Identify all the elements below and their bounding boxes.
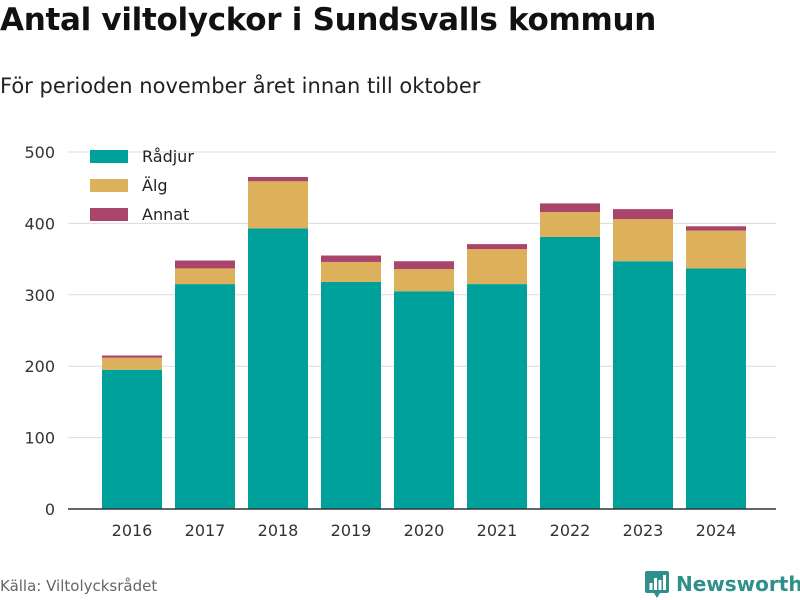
bar-segment (321, 255, 381, 262)
legend-swatch (90, 179, 128, 192)
bar-segment (686, 230, 746, 269)
legend-swatch (90, 208, 128, 221)
bar-segment (613, 219, 673, 262)
bar-segment (540, 203, 600, 212)
legend-label: Annat (142, 205, 189, 224)
x-tick-label: 2023 (623, 521, 664, 540)
bar-segment (394, 261, 454, 270)
bar-segment (321, 281, 381, 509)
bar-segment (686, 226, 746, 231)
y-tick-label: 200 (24, 357, 55, 376)
x-tick-label: 2017 (185, 521, 226, 540)
y-tick-label: 300 (24, 286, 55, 305)
brand-logo: Newsworthy (644, 568, 800, 600)
bar-segment (613, 261, 673, 509)
stacked-bar-chart: 0 100 200 300 400 500 2016 2017 2018 2019 2020 2021… (24, 143, 776, 540)
chart-subtitle: För perioden november året innan till ok… (0, 74, 481, 98)
x-tick-label: 2024 (696, 521, 737, 540)
x-tick-label: 2019 (331, 521, 372, 540)
bar-segment (394, 269, 454, 292)
bar-segment (175, 260, 235, 269)
bar-segment (467, 284, 527, 509)
x-tick-label: 2021 (477, 521, 518, 540)
chart-title: Antal viltolyckor i Sundsvalls kommun (0, 2, 657, 38)
x-tick-label: 2020 (404, 521, 445, 540)
x-tick-label: 2018 (258, 521, 299, 540)
bar-segment (540, 211, 600, 237)
y-tick-label: 500 (24, 143, 55, 162)
bar-segment (686, 268, 746, 509)
bar-segment (394, 291, 454, 509)
legend-label: Älg (142, 176, 168, 195)
bar-segment (102, 369, 162, 509)
source-note: Källa: Viltolycksrådet (0, 577, 158, 595)
y-tick-label: 0 (45, 500, 55, 519)
bar-segment (175, 268, 235, 285)
bar-segment (175, 284, 235, 509)
brand-name: Newsworthy (676, 572, 800, 596)
legend-swatch (90, 150, 128, 163)
bar-segment (248, 181, 308, 229)
bar-segment (248, 176, 308, 182)
bar-segment (321, 261, 381, 282)
bar-segment (248, 228, 308, 509)
x-tick-label: 2016 (112, 521, 153, 540)
bar-segment (102, 355, 162, 358)
bar-chart-logo-icon (645, 571, 669, 598)
x-tick-label: 2022 (550, 521, 591, 540)
y-tick-label: 100 (24, 429, 55, 448)
bar-segment (613, 209, 673, 220)
bar-segment (467, 249, 527, 285)
legend-label: Rådjur (142, 147, 194, 166)
bar-segment (467, 244, 527, 250)
bar-segment (102, 357, 162, 370)
bar-segment (540, 236, 600, 509)
y-tick-label: 400 (24, 214, 55, 233)
